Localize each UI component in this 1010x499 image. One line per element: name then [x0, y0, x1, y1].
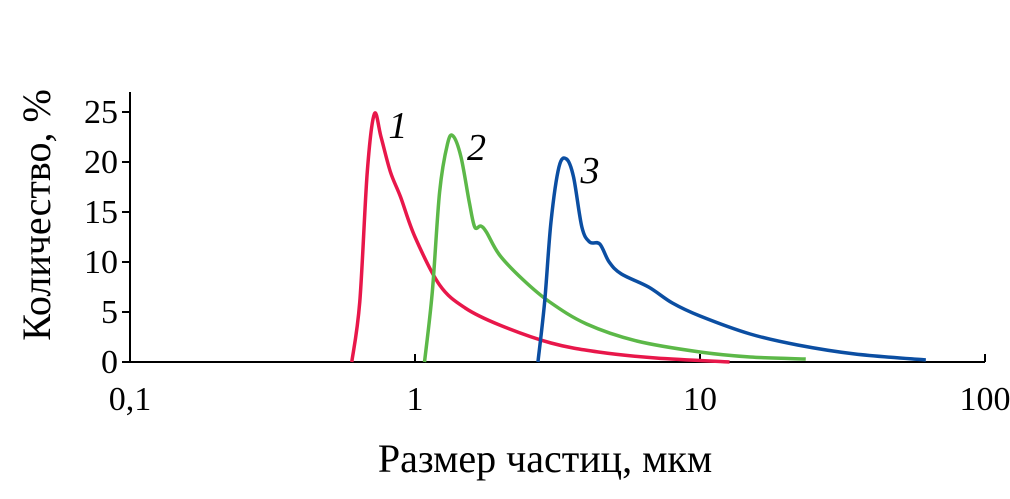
y-tick-label: 5	[101, 294, 118, 331]
axes: 0 5 10 15 20 25 0,1 1 10 100	[84, 92, 1010, 418]
x-tick-label: 0,1	[109, 381, 152, 418]
series-label-3: 3	[579, 150, 599, 192]
y-tick-label: 20	[84, 144, 118, 181]
x-axis-label: Размер частиц, мкм	[378, 436, 712, 481]
y-tick-label: 10	[84, 244, 118, 281]
x-tick-label: 100	[960, 381, 1010, 418]
series-label-2: 2	[467, 127, 486, 169]
series-group	[350, 111, 926, 364]
y-axis-label: Количество, %	[14, 89, 59, 341]
x-tick-label: 1	[407, 381, 424, 418]
y-tick-label: 0	[101, 344, 118, 381]
series-line-1	[350, 111, 730, 364]
series-line-3	[536, 156, 926, 363]
series-labels: 1 2 3	[388, 105, 599, 192]
x-tick-label: 10	[683, 381, 717, 418]
series-label-1: 1	[388, 105, 407, 147]
series-line-2	[422, 133, 806, 363]
y-tick-label: 15	[84, 194, 118, 231]
y-tick-label: 25	[84, 94, 118, 131]
